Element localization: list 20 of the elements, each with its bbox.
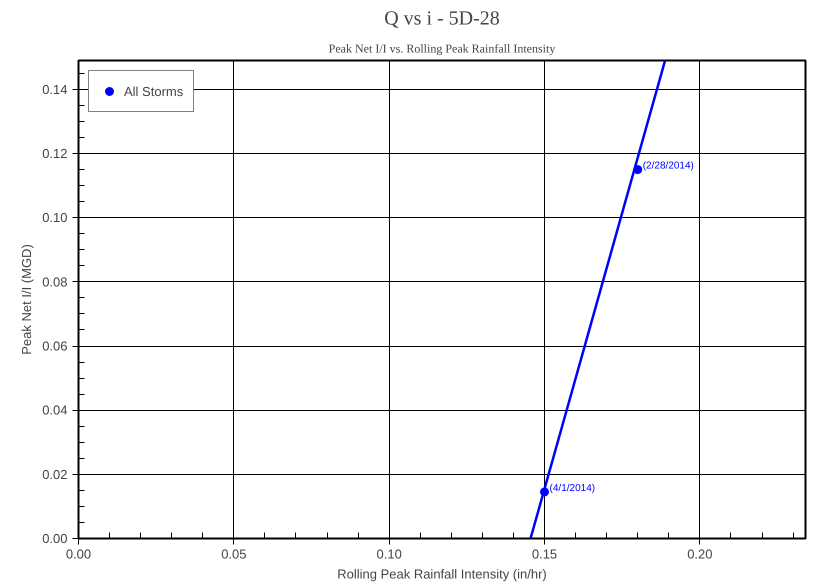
y-tick-label: 0.06 <box>42 338 68 354</box>
y-tick-label: 0.02 <box>42 466 68 482</box>
chart-title: Q vs i - 5D-28 <box>384 8 500 30</box>
x-tick-label: 0.15 <box>532 546 558 562</box>
x-tick-label: 0.00 <box>66 546 92 562</box>
x-tick-label: 0.10 <box>376 546 402 562</box>
x-tick-label: 0.05 <box>221 546 247 562</box>
y-tick-label: 0.08 <box>42 274 68 290</box>
y-axis-title: Peak Net I/I (MGD) <box>19 244 34 355</box>
y-tick-label: 0.04 <box>42 402 68 418</box>
legend-label: All Storms <box>124 84 184 98</box>
y-tick-label: 0.00 <box>42 531 68 546</box>
y-tick-label: 0.12 <box>42 146 68 162</box>
annotation: (4/1/2014) <box>550 482 596 494</box>
x-tick-label: 0.20 <box>687 546 713 562</box>
y-tick-label: 0.14 <box>42 82 68 97</box>
annotation: (2/28/2014) <box>642 160 694 172</box>
chart-subtitle: Peak Net I/I vs. Rolling Peak Rainfall Intensity <box>328 42 556 56</box>
x-axis-title: Rolling Peak Rainfall Intensity (in/hr) <box>337 566 547 582</box>
y-tick-label: 0.10 <box>42 210 68 226</box>
